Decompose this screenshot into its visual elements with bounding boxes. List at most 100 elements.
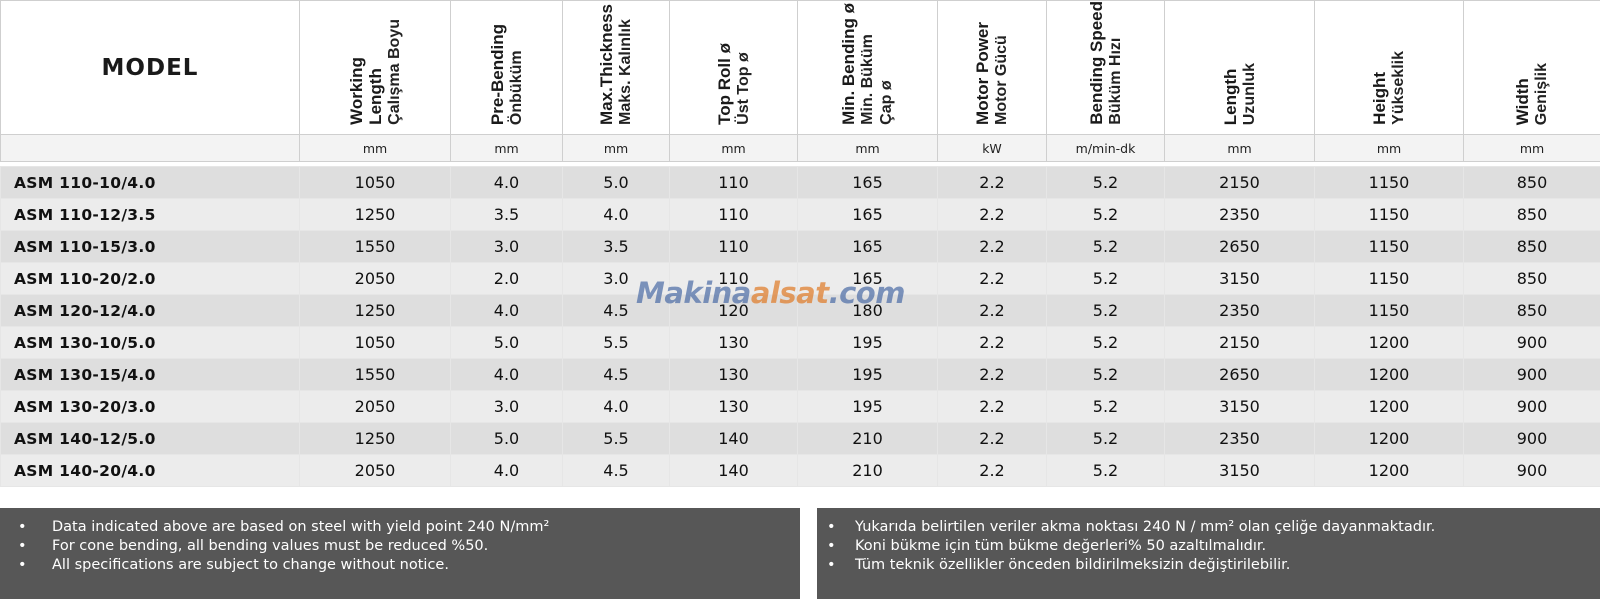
value-cell: 195 (797, 390, 938, 423)
value-cell: 2050 (299, 390, 451, 423)
column-header-en: Working (346, 57, 366, 125)
value-cell: 4.0 (562, 198, 670, 231)
value-cell: 2.2 (937, 294, 1047, 327)
column-header: Width Genişlik (1463, 0, 1600, 135)
bullet-icon: • (827, 557, 836, 573)
column-header: Pre-Bending Önbüküm (450, 0, 563, 135)
table-row: ASM 110-20/2.0 2050 2.0 3.0 110 165 2.2 5.2 3150… (0, 262, 1600, 295)
value-cell: 1150 (1314, 198, 1464, 231)
value-cell: 1200 (1314, 358, 1464, 391)
value-cell: 3150 (1164, 454, 1315, 487)
note-item: • For cone bending, all bending values mu… (18, 537, 800, 556)
value-cell: 140 (669, 422, 798, 455)
unit-cell: mm (1164, 134, 1315, 162)
value-cell: 850 (1463, 262, 1600, 295)
value-cell: 5.5 (562, 326, 670, 359)
column-header: Length Uzunluk (1164, 0, 1315, 135)
value-cell: 4.0 (450, 358, 563, 391)
unit-cell: mm (562, 134, 670, 162)
column-header-en: Motor Power (973, 22, 992, 125)
column-header-en: Bending Speed (1086, 1, 1106, 126)
value-cell: 900 (1463, 454, 1600, 487)
table-body: ASM 110-10/4.0 1050 4.0 5.0 110 165 2.2 5.2 2150… (0, 166, 1600, 487)
note-text: Koni bükme için tüm bükme değerleri% 50 … (855, 538, 1267, 554)
value-cell: 1200 (1314, 326, 1464, 359)
note-item: • Yukarıda belirtilen veriler akma noktas… (827, 518, 1600, 537)
value-cell: 1250 (299, 294, 451, 327)
value-cell: 140 (669, 454, 798, 487)
table-row: ASM 140-20/4.0 2050 4.0 4.5 140 210 2.2 5.2 3150… (0, 454, 1600, 487)
value-cell: 2.2 (937, 358, 1047, 391)
bullet-icon: • (18, 557, 27, 573)
value-cell: 2350 (1164, 294, 1315, 327)
value-cell: 2.2 (937, 454, 1047, 487)
column-header-label: Working Length Çalışma Boyu (347, 19, 404, 129)
value-cell: 4.5 (562, 454, 670, 487)
model-cell: ASM 110-10/4.0 (0, 166, 300, 199)
model-cell: ASM 130-10/5.0 (0, 326, 300, 359)
value-cell: 900 (1463, 326, 1600, 359)
value-cell: 110 (669, 198, 798, 231)
value-cell: 1150 (1314, 166, 1464, 199)
value-cell: 1150 (1314, 230, 1464, 263)
value-cell: 4.5 (562, 358, 670, 391)
note-text: For cone bending, all bending values mus… (52, 538, 489, 554)
note-text: Yukarıda belirtilen veriler akma noktası… (855, 519, 1436, 535)
bullet-icon: • (827, 538, 836, 554)
value-cell: 165 (797, 262, 938, 295)
value-cell: 900 (1463, 390, 1600, 423)
value-cell: 5.2 (1046, 422, 1165, 455)
table-row: ASM 140-12/5.0 1250 5.0 5.5 140 210 2.2 5.2 2350… (0, 422, 1600, 455)
column-header-en: Pre-Bending (487, 23, 507, 125)
value-cell: 5.2 (1046, 198, 1165, 231)
value-cell: 5.5 (562, 422, 670, 455)
value-cell: 1050 (299, 326, 451, 359)
unit-cell: mm (797, 134, 938, 162)
value-cell: 5.2 (1046, 358, 1165, 391)
unit-cell-empty (0, 134, 300, 162)
value-cell: 130 (669, 390, 798, 423)
notes-english-list: • Data indicated above are based on steel… (18, 518, 800, 575)
bullet-icon: • (18, 519, 27, 535)
column-header-en: Length (1220, 68, 1240, 125)
column-header-tr: Motor Gücü (993, 35, 1010, 125)
model-cell: ASM 110-12/3.5 (0, 198, 300, 231)
value-cell: 5.2 (1046, 230, 1165, 263)
value-cell: 3.0 (562, 262, 670, 295)
column-header-en: Max.Thickness (597, 4, 616, 125)
bullet-icon: • (827, 519, 836, 535)
notes-turkish: • Yukarıda belirtilen veriler akma noktas… (817, 508, 1600, 599)
value-cell: 130 (669, 358, 798, 391)
value-cell: 1550 (299, 358, 451, 391)
model-cell: ASM 110-20/2.0 (0, 262, 300, 295)
value-cell: 2.2 (937, 390, 1047, 423)
value-cell: 850 (1463, 294, 1600, 327)
column-header-label: Top Roll ø Üst Top ø (715, 43, 753, 129)
model-cell: ASM 130-20/3.0 (0, 390, 300, 423)
value-cell: 4.0 (562, 390, 670, 423)
column-header-tr: Min. Büküm (859, 34, 876, 125)
value-cell: 180 (797, 294, 938, 327)
value-cell: 5.2 (1046, 294, 1165, 327)
model-cell: ASM 130-15/4.0 (0, 358, 300, 391)
value-cell: 2050 (299, 454, 451, 487)
table-row: ASM 110-15/3.0 1550 3.0 3.5 110 165 2.2 5.2 2650… (0, 230, 1600, 263)
column-header-tr: Uzunluk (1240, 62, 1258, 125)
unit-cell: m/min-dk (1046, 134, 1165, 162)
value-cell: 3.0 (450, 230, 563, 263)
value-cell: 2350 (1164, 198, 1315, 231)
value-cell: 3150 (1164, 390, 1315, 423)
column-header: Bending Speed Büküm Hızı (1046, 0, 1165, 135)
value-cell: 5.2 (1046, 326, 1165, 359)
value-cell: 3.5 (450, 198, 563, 231)
value-cell: 1200 (1314, 422, 1464, 455)
column-header: Max.Thickness Maks. Kalınlık (562, 0, 670, 135)
value-cell: 2.2 (937, 230, 1047, 263)
value-cell: 3150 (1164, 262, 1315, 295)
column-header-tr: Büküm Hızı (1106, 37, 1124, 125)
value-cell: 210 (797, 422, 938, 455)
column-header: Motor Power Motor Gücü (937, 0, 1047, 135)
model-column-header: MODEL (0, 0, 300, 135)
spec-table: MODEL Working Length Çalışma Boyu Pre-Bendi… (0, 0, 1600, 487)
value-cell: 2150 (1164, 326, 1315, 359)
